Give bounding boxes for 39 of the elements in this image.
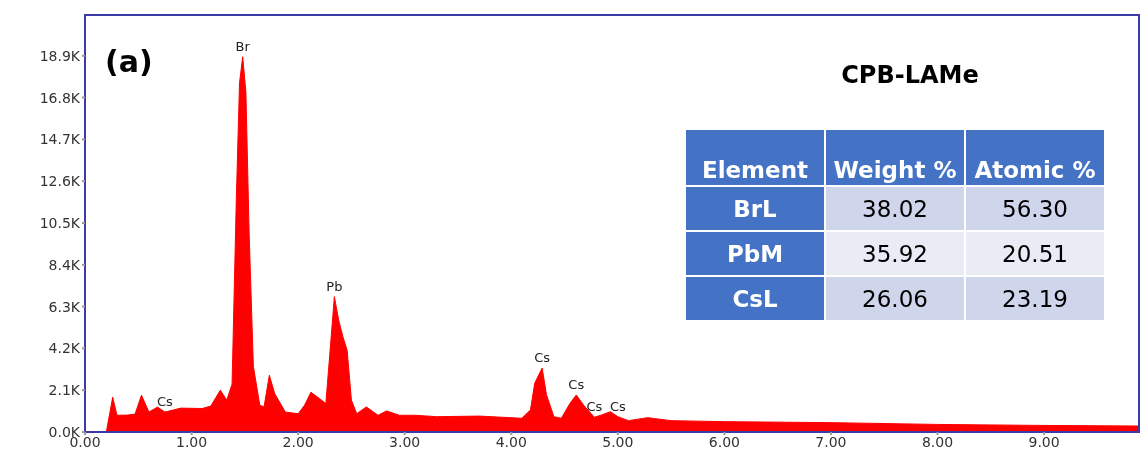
annotation: Cs: [534, 350, 551, 366]
x-tick-label: 4.00: [495, 433, 527, 450]
annotation: Cs: [609, 398, 626, 414]
annotation: BrL: [733, 195, 777, 222]
annotation: 56.30: [1002, 195, 1068, 222]
annotation: Element: [701, 157, 809, 183]
x-tick-label: 1.00: [175, 433, 208, 450]
y-tick-label: 14.7K: [39, 131, 81, 148]
annotation: PbM: [726, 240, 784, 267]
x-tick-label: 9.00: [1028, 433, 1060, 450]
y-tick-label: 18.9K: [39, 47, 81, 64]
annotation: 26.06: [862, 285, 928, 312]
y-tick-label: 6.3K: [48, 298, 81, 315]
text: CPB-LAMe: [841, 61, 979, 89]
annotation: Weight %: [833, 157, 957, 183]
y-tick-label: 10.5K: [39, 214, 81, 231]
x-tick-label: 2.00: [282, 433, 314, 450]
annotation: 35.92: [862, 240, 928, 267]
annotation: Cs: [568, 376, 585, 392]
annotation: CsL: [732, 285, 778, 312]
y-tick-label: 12.6K: [39, 173, 81, 190]
x-tick-label: 8.00: [921, 433, 954, 450]
annotation: Pb: [326, 278, 343, 294]
y-tick-label: 2.1K: [48, 382, 81, 399]
annotation: (a): [105, 44, 153, 79]
annotation: Br: [235, 38, 251, 54]
y-tick-label: 4.2K: [48, 340, 81, 357]
x-tick-label: 5.00: [602, 433, 634, 450]
annotation: 23.19: [1002, 285, 1068, 312]
annotation: Atomic %: [974, 157, 1096, 183]
annotation: 38.02: [862, 195, 928, 222]
x-tick-label: 3.00: [389, 433, 421, 450]
y-tick-label: 8.4K: [48, 256, 81, 273]
x-tick-label: 6.00: [708, 433, 740, 450]
annotation: Cs: [586, 399, 603, 415]
y-tick-label: 16.8K: [39, 89, 81, 106]
annotation: 20.51: [1002, 240, 1068, 267]
annotation: Cs: [156, 394, 174, 410]
x-tick-label: 7.00: [815, 433, 847, 450]
